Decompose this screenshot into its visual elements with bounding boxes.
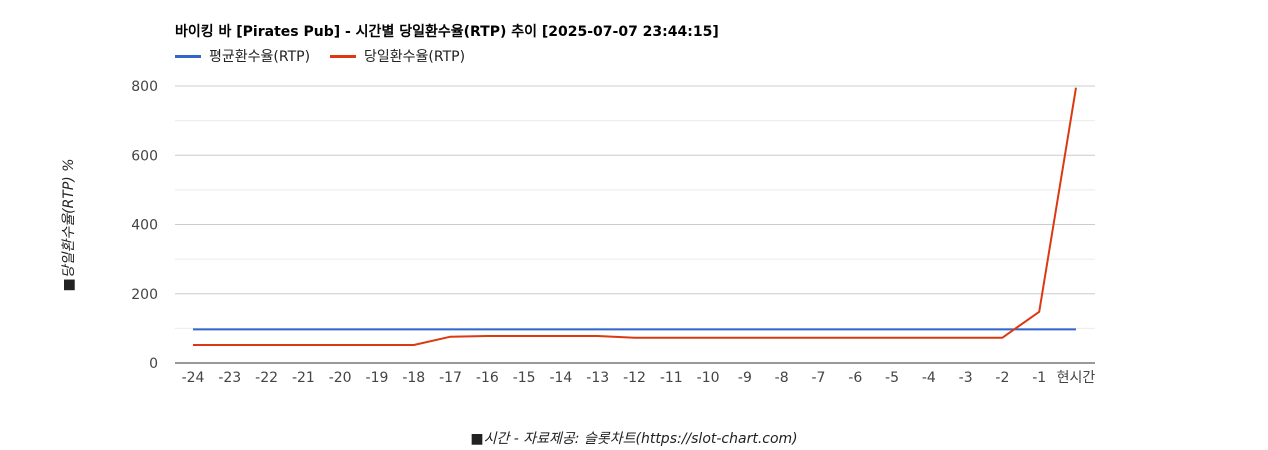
- x-tick-label: -6: [848, 370, 862, 386]
- y-tick-label: 400: [131, 218, 158, 234]
- x-tick-label: -4: [922, 370, 936, 386]
- x-tick-label: -24: [182, 370, 205, 386]
- legend-swatch-average: [175, 54, 201, 58]
- y-tick-label: 0: [149, 356, 158, 372]
- x-tick-label: -14: [549, 370, 572, 386]
- x-tick-label: -16: [476, 370, 499, 386]
- x-tick-label: -20: [329, 370, 352, 386]
- x-tick-label: -10: [697, 370, 720, 386]
- legend: 평균환수율(RTP) 당일환수율(RTP): [175, 46, 485, 66]
- y-tick-label: 800: [131, 79, 158, 95]
- legend-label-average: 평균환수율(RTP): [209, 49, 311, 65]
- x-tick-label: -22: [255, 370, 278, 386]
- x-tick-label: -12: [623, 370, 646, 386]
- x-axis-title: ■시간 - 자료제공: 슬롯차트(https://slot-chart.com): [470, 431, 798, 447]
- legend-label-daily: 당일환수율(RTP): [364, 49, 466, 65]
- x-tick-label: -18: [402, 370, 425, 386]
- x-tick-label: -15: [513, 370, 536, 386]
- x-tick-label: 현시간: [1057, 370, 1096, 386]
- series-line-daily: [193, 87, 1077, 346]
- y-tick-label: 200: [131, 287, 158, 303]
- legend-item-average[interactable]: 평균환수율(RTP): [175, 46, 310, 66]
- legend-item-daily[interactable]: 당일환수율(RTP): [330, 46, 465, 66]
- x-tick-label: -2: [995, 370, 1009, 386]
- x-tick-label: -23: [218, 370, 241, 386]
- chart-title: 바이킹 바 [Pirates Pub] - 시간별 당일환수율(RTP) 추이 …: [175, 24, 719, 40]
- x-tick-label: -21: [292, 370, 315, 386]
- x-tick-label: -13: [586, 370, 609, 386]
- x-tick-label: -3: [959, 370, 973, 386]
- x-tick-label: -7: [811, 370, 825, 386]
- x-tick-label: -11: [660, 370, 683, 386]
- x-tick-label: -19: [366, 370, 389, 386]
- y-axis-title: ■당일환수율(RTP) %: [61, 158, 77, 292]
- y-tick-label: 600: [131, 148, 158, 164]
- x-tick-label: -9: [738, 370, 752, 386]
- x-tick-label: -1: [1032, 370, 1046, 386]
- legend-swatch-daily: [330, 54, 357, 58]
- x-tick-label: -17: [439, 370, 462, 386]
- x-tick-label: -8: [775, 370, 789, 386]
- x-tick-label: -5: [885, 370, 899, 386]
